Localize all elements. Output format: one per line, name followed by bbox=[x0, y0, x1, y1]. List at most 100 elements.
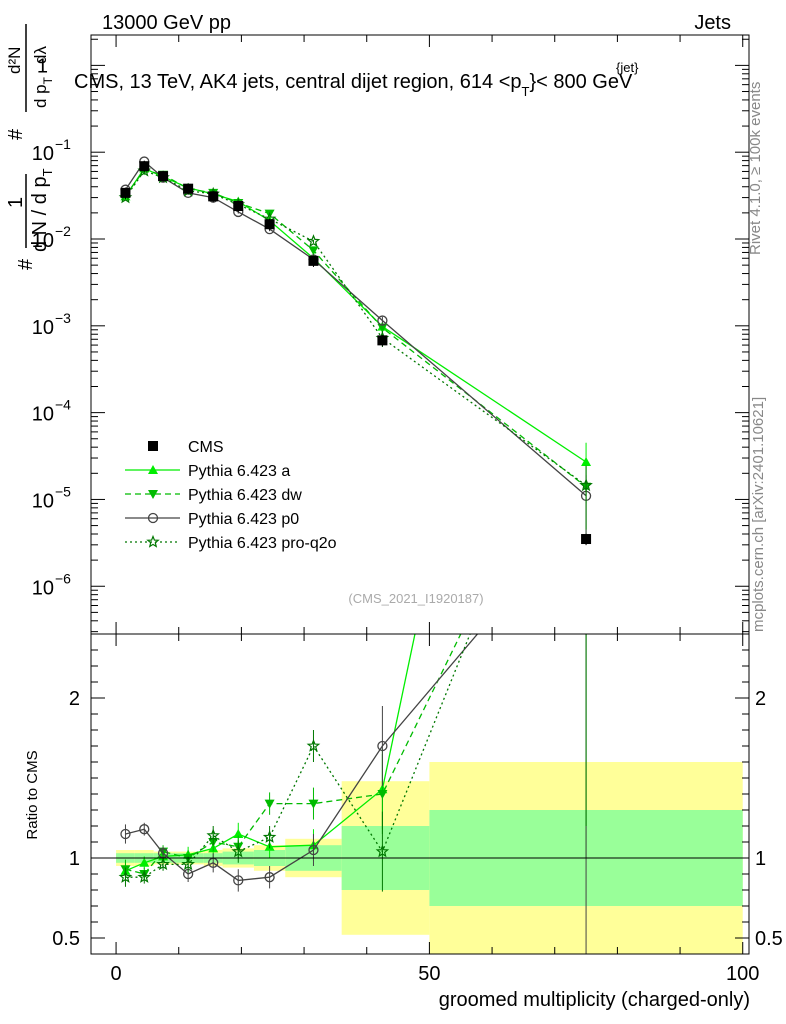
y-label-denom-text: d N / d p bbox=[29, 176, 51, 252]
ratio-point-q2o bbox=[181, 857, 196, 871]
y-label-hash2: # bbox=[5, 128, 27, 140]
data-point bbox=[183, 183, 194, 194]
point-q2o bbox=[579, 478, 593, 492]
y-label-numer-denom: d pT bbox=[31, 76, 55, 108]
x-tick-label: 0 bbox=[111, 963, 122, 985]
ratio-point-dw bbox=[308, 799, 319, 809]
analysis-id: (CMS_2021_I1920187) bbox=[348, 591, 483, 606]
ratio-y-tick-label: 2 bbox=[69, 688, 80, 710]
ratio-y-label: Ratio to CMS bbox=[24, 750, 41, 839]
y-tick-label-exp: −6 bbox=[55, 570, 71, 586]
data-point bbox=[233, 201, 244, 212]
y-tick-label-exp: −2 bbox=[55, 223, 71, 239]
ratio-point-dw bbox=[264, 799, 275, 809]
ratio-point-q2o bbox=[581, 341, 592, 351]
ratio-point-q2o bbox=[375, 844, 390, 858]
legend-label: Pythia 6.423 a bbox=[188, 463, 290, 480]
header-right: Jets bbox=[694, 12, 731, 34]
ratio-y-tick-label-right: 1 bbox=[755, 848, 766, 870]
plot-title-sub: T bbox=[522, 84, 530, 99]
y-tick-label-exp: −5 bbox=[55, 483, 71, 499]
x-axis-label: groomed multiplicity (charged-only) bbox=[439, 989, 750, 1011]
series-line-q2o bbox=[124, 170, 587, 486]
point-dw bbox=[308, 246, 319, 256]
ratio-y-tick-label: 0.5 bbox=[52, 928, 80, 950]
y-axis-label: # 1 d N / d pT # d²N d pT dλ bbox=[5, 24, 55, 270]
plot-title-tail: }< 800 GeV bbox=[529, 71, 633, 93]
legend-label: Pythia 6.423 pro-q2o bbox=[188, 535, 337, 552]
legend-marker bbox=[147, 512, 159, 524]
x-tick-label: 100 bbox=[726, 963, 759, 985]
series-line-a bbox=[124, 167, 587, 463]
legend-marker bbox=[148, 465, 158, 474]
plot-title-sup: {jet} bbox=[616, 60, 639, 75]
ratio-line-q2o bbox=[125, 634, 471, 878]
ratio-point-q2o bbox=[156, 857, 170, 871]
ratio-point-dw bbox=[377, 790, 388, 799]
y-tick-label-exp: −4 bbox=[55, 397, 71, 413]
y-tick-label: 10 bbox=[32, 577, 54, 599]
ratio-y-tick-label-right: 0.5 bbox=[755, 928, 783, 950]
x-tick-label: 50 bbox=[418, 963, 440, 985]
ratio-point-q2o bbox=[118, 870, 133, 883]
ratio-line-p0 bbox=[125, 634, 479, 882]
y-label-hash: # bbox=[15, 258, 37, 270]
ratio-point-dw bbox=[581, 374, 591, 383]
data-point bbox=[308, 255, 319, 266]
y-tick-label: 10 bbox=[32, 404, 54, 426]
legend-label: Pythia 6.423 dw bbox=[188, 487, 302, 504]
y-label-numer-denom-sub: T bbox=[41, 76, 55, 84]
data-point bbox=[264, 219, 275, 230]
point-a bbox=[581, 456, 592, 466]
ratio-point-p0 bbox=[139, 824, 150, 835]
ratio-point-q2o bbox=[206, 828, 220, 842]
point-p0 bbox=[377, 315, 388, 326]
series-lines bbox=[118, 160, 592, 954]
ratio-point-q2o bbox=[262, 830, 277, 843]
y-tick-label: 10 bbox=[32, 317, 54, 339]
ratio-point-p0 bbox=[120, 828, 131, 840]
ratio-point-q2o bbox=[137, 870, 152, 883]
series-markers bbox=[118, 156, 593, 546]
legend-marker bbox=[148, 490, 158, 499]
ratio-series bbox=[118, 341, 592, 954]
mcplots-label: mcplots.cern.ch [arXiv:2401.10621] bbox=[750, 397, 767, 632]
ratio-point-q2o bbox=[306, 738, 321, 752]
legend-marker bbox=[148, 441, 158, 451]
y-tick-label-exp: −1 bbox=[55, 136, 71, 152]
legend-label: Pythia 6.423 p0 bbox=[188, 511, 299, 528]
ratio-point-p0 bbox=[233, 875, 244, 886]
y-tick-label: 10 bbox=[32, 490, 54, 512]
data-point bbox=[158, 171, 169, 182]
y-label-denom-sub: T bbox=[40, 168, 55, 176]
point-dw bbox=[377, 323, 388, 333]
data-point bbox=[208, 191, 219, 202]
legend-label: CMS bbox=[188, 439, 224, 456]
y-label-numer: d²N bbox=[5, 47, 24, 74]
y-label-one: 1 bbox=[5, 197, 27, 208]
y-label-dlambda: dλ bbox=[31, 46, 50, 64]
data-point bbox=[120, 187, 131, 198]
y-label-denom: d N / d pT bbox=[29, 168, 55, 252]
header-left: 13000 GeV pp bbox=[102, 12, 231, 34]
data-point bbox=[377, 335, 388, 346]
plot-title-main: CMS, 13 TeV, AK4 jets, central dijet reg… bbox=[74, 71, 522, 93]
ratio-y-tick-label-right: 2 bbox=[755, 688, 766, 710]
point-q2o bbox=[306, 234, 321, 248]
y-tick-label: 10 bbox=[32, 143, 54, 165]
data-point bbox=[139, 161, 150, 172]
ratio-point-a bbox=[233, 829, 244, 838]
y-label-numer-denom-text: d p bbox=[31, 84, 50, 108]
rivet-label: Rivet 4.1.0, ≥ 100k events bbox=[747, 82, 764, 255]
ratio-point-p0 bbox=[377, 740, 388, 752]
legend: CMS Pythia 6.423 a Pythia 6.423 dw Pythia 6… bbox=[125, 439, 337, 552]
ratio-point-q2o bbox=[231, 844, 246, 858]
y-tick-label: 1 bbox=[37, 55, 48, 77]
data-point bbox=[581, 534, 592, 545]
y-tick-label: 10 bbox=[32, 230, 54, 252]
legend-marker bbox=[146, 534, 160, 548]
ratio-line-a bbox=[125, 634, 416, 872]
ratio-point-a bbox=[139, 857, 150, 867]
